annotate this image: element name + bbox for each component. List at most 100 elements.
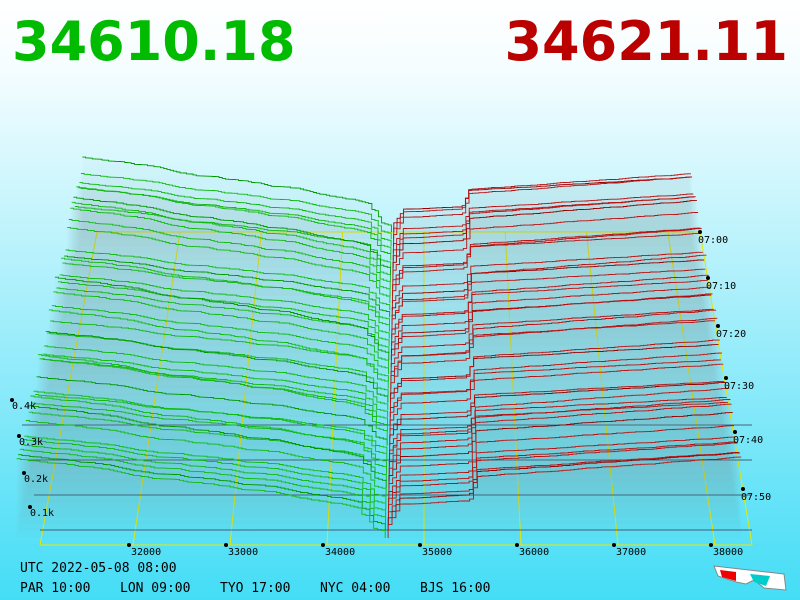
price-tick-dot — [418, 543, 422, 547]
depth-slice-line — [390, 339, 720, 410]
depth-slice-line — [392, 233, 700, 289]
depth-slice-line — [68, 219, 391, 296]
depth-slice-line — [391, 286, 711, 353]
time-tick-dot — [706, 276, 710, 280]
3d-glasses-icon — [713, 565, 787, 591]
price-tick-label: 33000 — [228, 547, 258, 558]
depth-slice-line — [387, 452, 739, 524]
depth-slice-line — [389, 352, 722, 425]
depth-slice-line — [388, 412, 733, 489]
depth-slice-line — [36, 376, 388, 446]
depth-slice-line — [389, 382, 726, 446]
depth-slice-line — [41, 358, 388, 425]
city-time: LON 09:00 — [120, 581, 190, 596]
depth-slice-line — [62, 262, 390, 325]
depth-slice-line — [76, 186, 392, 261]
city-time: NYC 04:00 — [320, 581, 390, 596]
depth-slice-line — [30, 395, 387, 474]
time-tick-dot — [698, 230, 702, 234]
depth-slice-line — [387, 456, 742, 538]
time-tick-dot — [741, 487, 745, 491]
time-tick-label: 07:50 — [741, 492, 771, 503]
depth-slice-line — [45, 330, 389, 403]
depth-slice-line — [16, 458, 386, 538]
price-tick-label: 35000 — [422, 547, 452, 558]
depth-slice-line — [392, 200, 697, 275]
depth-slice-line — [73, 196, 391, 275]
depth-slice-line — [388, 399, 731, 474]
time-tick-label: 07:00 — [698, 235, 728, 246]
depth-slice-line — [48, 309, 389, 389]
time-tick-dot — [724, 376, 728, 380]
city-time: PAR 10:00 — [20, 581, 90, 596]
depth-slice-line — [393, 176, 693, 247]
depth-slice-line — [22, 438, 387, 510]
depth-slice-line — [64, 255, 391, 318]
depth-slice-line — [59, 274, 390, 339]
price-tick-label: 37000 — [616, 547, 646, 558]
price-tick-dot — [515, 543, 519, 547]
bid-price: 34610.18 — [12, 10, 296, 73]
depth-slice-line — [24, 435, 387, 503]
price-tick-label: 32000 — [131, 547, 161, 558]
time-tick-dot — [716, 324, 720, 328]
depth-tick-label: 0.4k — [12, 401, 36, 412]
depth-slice-line — [391, 259, 705, 318]
depth-slice-line — [33, 390, 388, 460]
depth-slice-line — [389, 380, 725, 439]
depth-slice-line — [388, 442, 738, 517]
depth-slice-line — [391, 280, 708, 339]
time-tick-label: 07:40 — [733, 435, 763, 446]
depth-slice-line — [390, 309, 717, 389]
price-grid-line — [504, 231, 522, 546]
depth-slice-line — [389, 396, 727, 453]
depth-slice-line — [28, 411, 387, 482]
depth-slice-line — [25, 420, 387, 496]
depth-slice-line — [392, 227, 701, 296]
depth-slice-line — [53, 291, 390, 368]
depth-slice-line — [392, 196, 696, 268]
depth-slice-line — [51, 305, 389, 375]
time-tick-label: 07:20 — [716, 329, 746, 340]
price-tick-label: 34000 — [325, 547, 355, 558]
depth-slice-line — [392, 228, 702, 304]
price-tick-dot — [612, 543, 616, 547]
depth-slice-line — [390, 293, 713, 368]
depth-slice-line — [54, 276, 390, 361]
depth-slice-line — [50, 320, 389, 382]
depth-slice-line — [391, 254, 707, 332]
depth-slice-line — [18, 454, 386, 531]
depth-slice-line — [390, 317, 718, 396]
depth-slice-line — [38, 354, 388, 439]
time-tick-label: 07:30 — [724, 381, 754, 392]
depth-tick-dot — [10, 398, 14, 402]
price-grid-line — [132, 231, 181, 546]
depth-slice-line — [19, 448, 386, 524]
price-grid-line — [229, 231, 262, 546]
depth-slice-line — [389, 363, 724, 432]
depth-tick-dot — [22, 471, 26, 475]
order-book-curves — [16, 156, 742, 538]
depth-slice-line — [390, 344, 719, 403]
depth-slice-line — [393, 173, 691, 240]
axis-labels: 32000 33000 34000 35000 36000 37000 38000 0.1k 0… — [10, 230, 771, 558]
depth-slice-line — [27, 404, 387, 489]
depth-slice-line — [388, 387, 730, 467]
depth-slice-line — [82, 156, 392, 232]
depth-slice-line — [71, 201, 391, 282]
depth-slice-line — [31, 402, 388, 467]
depth-tick-label: 0.3k — [19, 437, 43, 448]
price-tick-dot — [127, 543, 131, 547]
depth-slice-line — [387, 452, 740, 531]
city-time: TYO 17:00 — [220, 581, 290, 596]
depth-slice-line — [390, 308, 714, 375]
price-grid-line — [667, 231, 716, 546]
depth-slice-line — [80, 173, 392, 240]
depth-slice-line — [391, 268, 706, 325]
depth-slice-line — [392, 193, 694, 254]
depth-slice-line — [21, 444, 387, 517]
depth-slice-line — [67, 226, 391, 304]
depth-slice-line — [65, 249, 391, 311]
price-tick-dot — [321, 543, 325, 547]
